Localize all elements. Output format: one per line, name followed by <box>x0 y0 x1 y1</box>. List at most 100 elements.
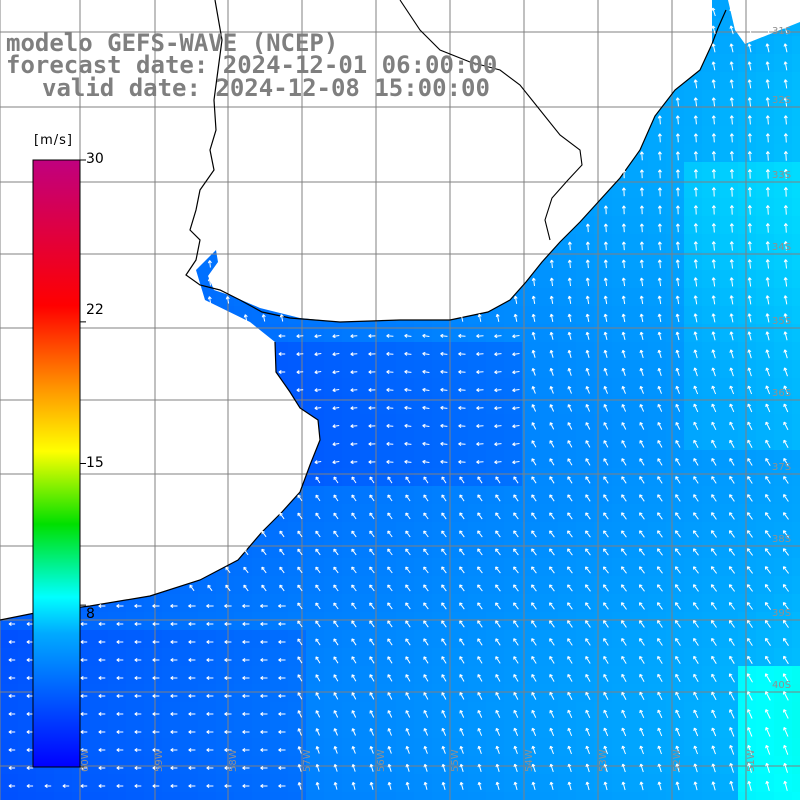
wind-arrow <box>207 260 212 268</box>
wind-arrow <box>729 313 734 323</box>
wind-arrow <box>278 747 286 753</box>
wind-arrow <box>531 422 537 430</box>
wind-arrow <box>423 709 429 718</box>
wind-arrow <box>549 584 555 592</box>
wind-cell <box>540 324 558 342</box>
wind-arrow <box>711 43 716 53</box>
wind-cell <box>774 702 792 720</box>
wind-cell <box>612 648 630 666</box>
wind-cell <box>450 756 468 774</box>
wind-cell <box>378 756 396 774</box>
wind-cell <box>306 756 324 774</box>
wind-cell <box>18 612 36 630</box>
wind-cell <box>630 468 648 486</box>
wind-arrow <box>765 385 771 395</box>
wind-cell <box>594 702 612 720</box>
wind-cell <box>270 720 288 738</box>
wind-arrow <box>351 764 356 772</box>
wind-arrow <box>765 205 770 215</box>
wind-cell <box>648 324 666 342</box>
wind-cell <box>144 612 162 630</box>
wind-arrow <box>207 584 213 592</box>
wind-arrow <box>675 566 681 574</box>
wind-arrow <box>729 133 734 143</box>
wind-arrow <box>711 79 716 89</box>
wind-arrow <box>477 313 482 322</box>
land-area <box>0 0 712 620</box>
wind-cell <box>324 324 342 342</box>
wind-cell <box>288 594 306 612</box>
wind-arrow <box>675 512 681 520</box>
wind-cell <box>360 666 378 684</box>
wind-cell <box>18 720 36 738</box>
wind-arrow <box>459 566 465 574</box>
wind-arrow <box>458 423 466 428</box>
wind-arrow <box>693 620 699 628</box>
wind-cell <box>630 378 648 396</box>
wind-cell <box>666 216 684 234</box>
wind-arrow <box>476 334 484 339</box>
wind-arrow <box>549 476 555 484</box>
wind-cell <box>648 792 666 800</box>
wind-arrow <box>278 675 286 681</box>
wind-cell <box>18 792 36 800</box>
wind-arrow <box>242 657 250 663</box>
wind-arrow <box>729 43 734 53</box>
wind-arrow <box>729 512 735 520</box>
wind-cell <box>234 576 252 594</box>
wind-cell <box>288 522 306 540</box>
wind-arrow <box>333 530 339 538</box>
wind-cell <box>504 648 522 666</box>
wind-arrow <box>314 334 322 339</box>
wind-arrow <box>675 367 680 376</box>
wind-arrow <box>152 603 160 609</box>
wind-arrow <box>531 458 537 466</box>
wind-cell <box>468 540 486 558</box>
wind-cell <box>792 450 800 468</box>
wind-cell <box>576 576 594 594</box>
wind-cell <box>306 342 324 360</box>
wind-arrow <box>747 780 752 791</box>
wind-arrow <box>603 205 608 215</box>
wind-arrow <box>98 621 106 627</box>
wind-arrow <box>639 241 644 251</box>
wind-arrow <box>531 602 537 610</box>
wind-arrow <box>531 781 536 791</box>
wind-arrow <box>8 765 16 771</box>
wind-cell <box>540 684 558 702</box>
wind-cell <box>468 432 486 450</box>
wind-arrow <box>8 639 16 645</box>
wind-cell <box>558 522 576 540</box>
wind-cell <box>738 630 756 648</box>
wind-arrow <box>224 747 232 753</box>
wind-arrow <box>675 458 681 466</box>
wind-cell <box>450 702 468 720</box>
wind-cell <box>414 612 432 630</box>
wind-cell <box>54 792 72 800</box>
wind-cell <box>468 324 486 342</box>
wind-cell <box>576 468 594 486</box>
wind-arrow <box>297 782 302 790</box>
wind-cell <box>486 576 504 594</box>
wind-arrow <box>675 781 680 791</box>
wind-cell <box>702 702 720 720</box>
wind-arrow <box>765 79 770 89</box>
wind-arrow <box>729 620 735 628</box>
wind-arrow <box>711 620 717 628</box>
wind-cell <box>540 666 558 684</box>
wind-cell <box>198 774 216 792</box>
wind-cell <box>432 504 450 522</box>
wind-cell <box>756 756 774 774</box>
wind-arrow <box>206 657 214 663</box>
wind-arrow <box>747 169 752 179</box>
wind-arrow <box>783 97 788 107</box>
wind-arrow <box>422 441 430 446</box>
wind-cell <box>684 702 702 720</box>
wind-arrow <box>332 442 340 447</box>
wind-cell <box>216 612 234 630</box>
wind-arrow <box>657 655 663 664</box>
wind-cell <box>414 360 432 378</box>
wind-arrow <box>729 709 735 719</box>
wind-cell <box>108 648 126 666</box>
wind-cell <box>414 432 432 450</box>
